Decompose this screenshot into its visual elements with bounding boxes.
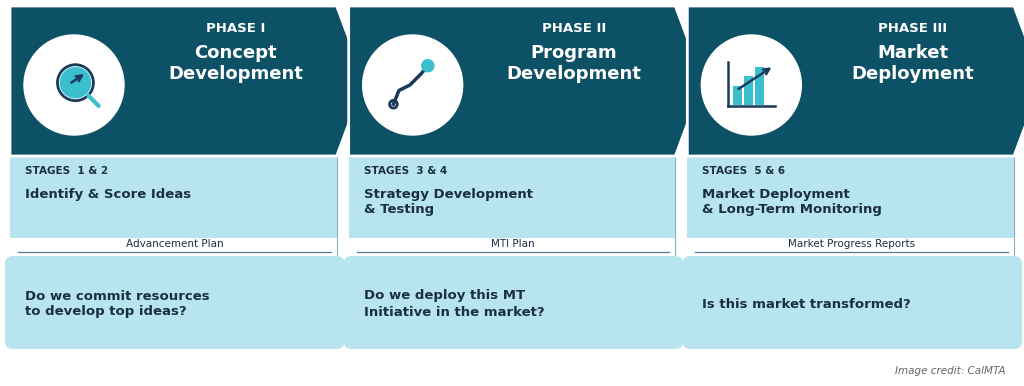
Text: PHASE I: PHASE I [206,22,265,35]
Circle shape [701,35,802,135]
Text: MTI Plan: MTI Plan [492,239,535,249]
Text: PHASE III: PHASE III [879,22,947,35]
Circle shape [24,35,124,135]
Text: Strategy Development
& Testing: Strategy Development & Testing [364,188,532,217]
FancyBboxPatch shape [682,256,1022,349]
Text: Program
Development: Program Development [507,44,641,83]
Text: Market Progress Reports: Market Progress Reports [788,239,915,249]
FancyBboxPatch shape [10,156,337,238]
FancyBboxPatch shape [687,156,1014,238]
Text: Market Deployment
& Long-Term Monitoring: Market Deployment & Long-Term Monitoring [702,188,883,217]
FancyBboxPatch shape [733,86,742,105]
Text: Advancement Plan: Advancement Plan [126,239,223,249]
Text: Is this market transformed?: Is this market transformed? [702,298,911,310]
Text: STAGES  3 & 4: STAGES 3 & 4 [364,166,446,176]
Circle shape [422,60,434,72]
Text: STAGES  5 & 6: STAGES 5 & 6 [702,166,785,176]
Text: Image credit: CalMTA: Image credit: CalMTA [895,366,1005,376]
Text: Concept
Development: Concept Development [168,44,303,83]
FancyBboxPatch shape [5,256,345,349]
Text: Market
Deployment: Market Deployment [851,44,974,83]
Polygon shape [10,6,365,156]
Polygon shape [687,6,1024,156]
Polygon shape [348,6,703,156]
Text: PHASE II: PHASE II [542,22,606,35]
Text: Do we deploy this MT
Initiative in the market?: Do we deploy this MT Initiative in the m… [364,290,545,318]
Text: Do we commit resources
to develop top ideas?: Do we commit resources to develop top id… [25,290,210,318]
FancyBboxPatch shape [756,67,764,105]
Circle shape [362,35,463,135]
FancyBboxPatch shape [744,76,754,105]
FancyBboxPatch shape [348,156,676,238]
Text: Identify & Score Ideas: Identify & Score Ideas [25,188,191,201]
Text: STAGES  1 & 2: STAGES 1 & 2 [25,166,109,176]
Circle shape [60,68,90,98]
FancyBboxPatch shape [344,256,683,349]
